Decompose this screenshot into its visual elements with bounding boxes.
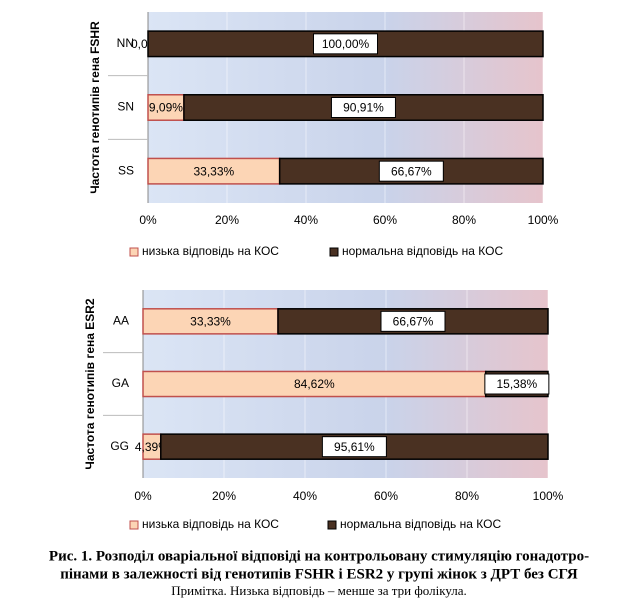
value-label: 33,33% (190, 315, 231, 329)
value-label: 100,00% (322, 37, 370, 51)
legend-swatch (329, 247, 339, 257)
x-tick-label: 0% (139, 213, 157, 227)
bar-segment (142, 308, 279, 335)
y-tick-label: GA (112, 376, 129, 390)
x-tick-label: 80% (455, 489, 479, 503)
value-label-box (484, 373, 550, 395)
y-tick-label: NN (117, 36, 134, 50)
x-tick-label: 60% (374, 489, 398, 503)
bar-segment (142, 370, 487, 398)
value-label: 66,67% (391, 164, 432, 178)
value-label: 95,61% (334, 440, 375, 454)
value-label: 66,67% (393, 315, 434, 329)
value-label-box (378, 160, 444, 182)
legend-label: низька відповідь на КОС (142, 244, 279, 258)
y-tick-label: AA (113, 314, 129, 328)
y-tick-label: SN (117, 100, 134, 114)
value-label: 33,33% (193, 164, 234, 178)
x-tick-label: 100% (533, 489, 564, 503)
y-tick-label: GG (110, 439, 129, 453)
legend-swatch (129, 247, 139, 257)
x-tick-label: 0% (134, 489, 152, 503)
x-tick-label: 40% (293, 489, 317, 503)
value-label-box (321, 436, 387, 458)
caption-note: Примітка. Низька відповідь – менше за тр… (171, 583, 467, 598)
value-label-box (313, 33, 378, 55)
caption-title: пінами в залежності від генотипів FSHR і… (60, 566, 578, 582)
x-tick-label: 20% (212, 489, 236, 503)
legend-label: низька відповідь на КОС (142, 517, 279, 531)
value-label: 9,09% (149, 101, 183, 115)
x-tick-label: 100% (528, 213, 559, 227)
legend-swatch (129, 520, 139, 530)
value-label: 84,62% (294, 377, 335, 391)
x-tick-label: 20% (215, 213, 239, 227)
legend-label: нормальна відповідь на КОС (342, 244, 503, 258)
value-label-box (380, 310, 446, 332)
x-tick-label: 60% (373, 213, 397, 227)
value-label: 90,91% (343, 101, 384, 115)
value-label: 15,38% (497, 377, 538, 391)
caption-title: Рис. 1. Розподіл оваріальної відповіді н… (49, 548, 589, 564)
y-tick-label: SS (118, 163, 134, 177)
x-tick-label: 40% (294, 213, 318, 227)
legend-label: нормальна відповідь на КОС (340, 517, 501, 531)
x-tick-label: 80% (452, 213, 476, 227)
value-label-box (330, 97, 396, 118)
y-axis-label: Частота генотипів гена ESR2 (83, 298, 97, 470)
legend-swatch (327, 520, 337, 530)
y-axis-label: Частота генотипів гена FSHR (88, 21, 102, 194)
